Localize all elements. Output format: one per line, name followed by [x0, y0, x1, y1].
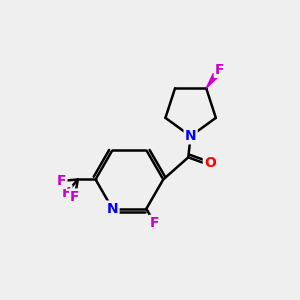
Text: N: N	[106, 202, 118, 216]
Text: F: F	[70, 190, 80, 203]
Text: F: F	[57, 174, 66, 188]
Text: F: F	[215, 63, 224, 77]
Text: N: N	[185, 129, 197, 143]
Text: N: N	[106, 202, 118, 216]
Polygon shape	[206, 74, 218, 88]
Text: F: F	[62, 186, 71, 200]
Text: O: O	[204, 156, 216, 170]
Text: N: N	[185, 129, 197, 143]
Text: F: F	[150, 216, 159, 230]
